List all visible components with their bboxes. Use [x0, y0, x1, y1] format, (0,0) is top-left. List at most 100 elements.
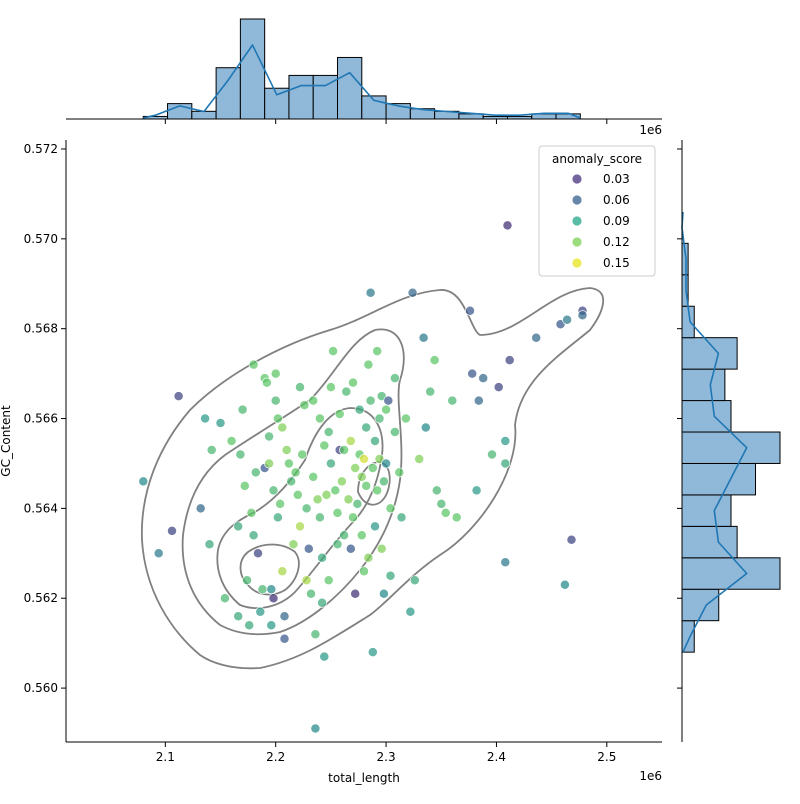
scatter-point — [365, 395, 376, 406]
scatter-point — [270, 395, 281, 406]
legend: anomaly_score 0.03 0.06 0.09 0.12 0.15 — [538, 145, 656, 277]
scatter-point — [467, 368, 478, 379]
scatter-point — [292, 489, 303, 500]
y-hist-bar — [681, 494, 732, 527]
scatter-point — [341, 386, 352, 397]
scatter-point — [359, 454, 369, 464]
legend-label: 0.09 — [603, 214, 630, 228]
y-kde-curve — [681, 211, 748, 653]
scatter-point — [195, 503, 206, 514]
scatter-point — [367, 647, 378, 658]
scatter-point — [242, 575, 252, 586]
scatter-point — [281, 445, 292, 455]
scatter-point — [270, 368, 281, 379]
contour-level-2 — [181, 328, 405, 636]
contour-level-3 — [216, 407, 384, 609]
scatter-point — [429, 355, 440, 366]
scatter-point — [345, 543, 356, 554]
legend-label: 0.12 — [603, 235, 630, 249]
scatter-point — [310, 723, 321, 734]
x-hist-bar — [264, 87, 290, 120]
scatter-point — [381, 404, 392, 415]
scatter-point — [319, 651, 330, 662]
scatter-point — [319, 440, 330, 451]
scatter-point — [332, 507, 343, 518]
scatter-point — [200, 413, 211, 424]
scatter-point — [295, 521, 305, 532]
scatter-point — [279, 633, 290, 644]
scatter-point — [420, 422, 431, 433]
y-hist-bar — [681, 620, 695, 653]
x-kde-curve — [143, 44, 581, 119]
scatter-point — [400, 413, 411, 424]
scatter-point — [317, 597, 328, 608]
scatter-point — [288, 539, 299, 550]
scatter-point — [310, 629, 321, 640]
y-hist-bar — [681, 368, 726, 402]
scatter-point — [356, 471, 367, 482]
scatter-point — [261, 377, 272, 388]
scatter-point — [385, 570, 396, 581]
scatter-point — [295, 382, 305, 393]
x-hist-bar — [215, 67, 241, 120]
y-axis-label: GC_Content — [0, 405, 13, 477]
y-hist-bar — [681, 337, 738, 370]
scatter-point — [303, 543, 314, 554]
scatter-point — [447, 395, 458, 406]
scatter-point — [325, 458, 336, 469]
scatter-point — [381, 458, 392, 469]
scatter-point — [290, 467, 301, 478]
legend-title: anomaly_score — [552, 152, 642, 166]
x-tick-label: 2.4 — [487, 750, 506, 764]
x-hist-bar — [337, 56, 363, 120]
scatter-point — [493, 382, 504, 393]
scatter-point — [277, 566, 288, 577]
x-hist-bar — [191, 110, 217, 120]
scatter-point — [266, 584, 277, 595]
scatter-point — [314, 512, 325, 523]
x-ticks: 2.1 2.2 2.3 2.4 2.5 — [156, 119, 616, 764]
scatter-point — [233, 521, 244, 532]
scatter-point — [215, 418, 226, 428]
scatter-point — [264, 458, 275, 469]
x-marginal-histogram — [142, 18, 581, 120]
scatter-point — [409, 575, 420, 586]
scatter-point — [301, 575, 312, 586]
scatter-point — [370, 521, 380, 532]
scatter-point — [253, 548, 263, 559]
scatter-point — [334, 409, 345, 419]
scatter-point — [339, 445, 350, 455]
scatter-point — [396, 512, 407, 523]
scatter-point — [233, 611, 244, 622]
scatter-point — [277, 422, 288, 433]
y-tick-label: 0.562 — [24, 591, 58, 605]
scatter-point — [308, 471, 319, 482]
y-marginal-histogram — [681, 211, 781, 653]
scatter-point — [204, 539, 215, 550]
scatter-point — [361, 480, 372, 491]
scatter-point — [268, 485, 279, 496]
x-tick-label: 2.3 — [377, 750, 396, 764]
scatter-point — [343, 494, 354, 505]
scatter-point — [374, 413, 385, 424]
scatter-point — [226, 436, 237, 446]
scatter-point — [363, 552, 374, 563]
scatter-point — [272, 413, 283, 424]
legend-entries: 0.03 0.06 0.09 0.12 0.15 — [572, 172, 630, 270]
scatter-point — [206, 445, 217, 455]
scatter-point — [559, 579, 570, 590]
scatter-point — [487, 449, 497, 460]
scatter-point — [350, 588, 361, 599]
scatter-point — [436, 498, 447, 509]
scatter-point — [297, 449, 308, 460]
legend-marker — [572, 195, 582, 205]
scatter-point — [431, 485, 442, 496]
scatter-point — [370, 436, 380, 446]
y-hist-bar — [681, 400, 732, 433]
y-hist-bar — [681, 431, 781, 464]
scatter-point — [308, 395, 319, 406]
scatter-point — [339, 530, 350, 541]
x-offset-label-top: 1e6 — [639, 123, 662, 137]
legend-marker — [572, 237, 582, 247]
